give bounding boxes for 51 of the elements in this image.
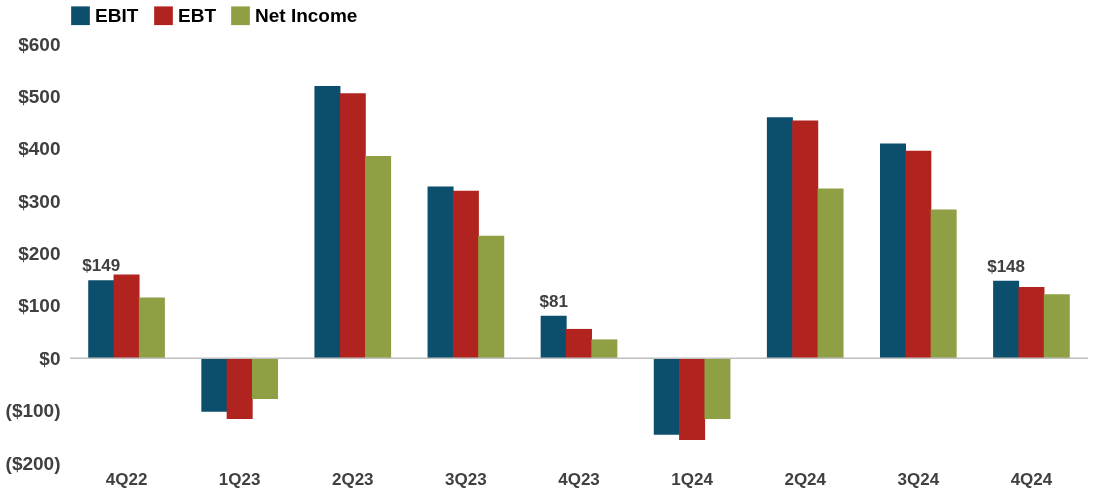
x-tick-label: 4Q24 [1010, 469, 1053, 489]
data-label: $148 [987, 256, 1026, 276]
bar [113, 274, 140, 359]
bar [427, 186, 454, 359]
data-label: $149 [82, 256, 121, 276]
y-tick-label: ($200) [5, 452, 61, 474]
bar [452, 190, 479, 359]
x-tick-label: 1Q23 [218, 469, 261, 489]
y-tick-label: $600 [18, 33, 61, 55]
legend-label: Net Income [255, 4, 358, 26]
y-tick-label: $200 [18, 243, 61, 264]
y-tick-label: $100 [18, 295, 61, 317]
y-tick-label: $0 [39, 347, 61, 369]
y-tick-label: $500 [18, 85, 61, 107]
y-tick-label: ($100) [5, 400, 61, 422]
bar [993, 280, 1020, 359]
x-tick-label: 3Q23 [445, 469, 487, 489]
x-tick-label: 2Q23 [331, 469, 374, 489]
bar [478, 235, 505, 359]
bar [880, 143, 906, 359]
bar [540, 315, 567, 359]
bar [365, 156, 392, 359]
bar [653, 358, 680, 435]
bar [930, 209, 957, 359]
x-tick-label: 1Q24 [671, 469, 714, 489]
x-tick-label: 3Q24 [897, 469, 940, 489]
bar [226, 358, 253, 420]
bar [704, 358, 731, 420]
bar [766, 117, 793, 359]
bar [88, 280, 115, 359]
y-tick-label: $400 [18, 138, 61, 160]
bar [138, 297, 165, 359]
bar [905, 150, 932, 359]
x-tick-label: 4Q23 [558, 469, 600, 489]
bar [679, 358, 706, 440]
bar [817, 188, 844, 359]
legend-label: EBIT [95, 4, 139, 26]
x-tick-label: 4Q22 [105, 469, 148, 489]
legend-label: EBT [178, 4, 217, 26]
bar [792, 120, 819, 359]
bar [201, 358, 228, 412]
data-label: $81 [539, 291, 568, 311]
bar [591, 339, 618, 359]
bar [566, 328, 592, 359]
bar [1043, 294, 1070, 359]
bar [314, 85, 341, 359]
bar [339, 93, 366, 359]
bar [1018, 287, 1045, 359]
bar [252, 358, 278, 400]
x-tick-label: 2Q24 [784, 469, 827, 489]
y-tick-label: $300 [18, 190, 61, 212]
